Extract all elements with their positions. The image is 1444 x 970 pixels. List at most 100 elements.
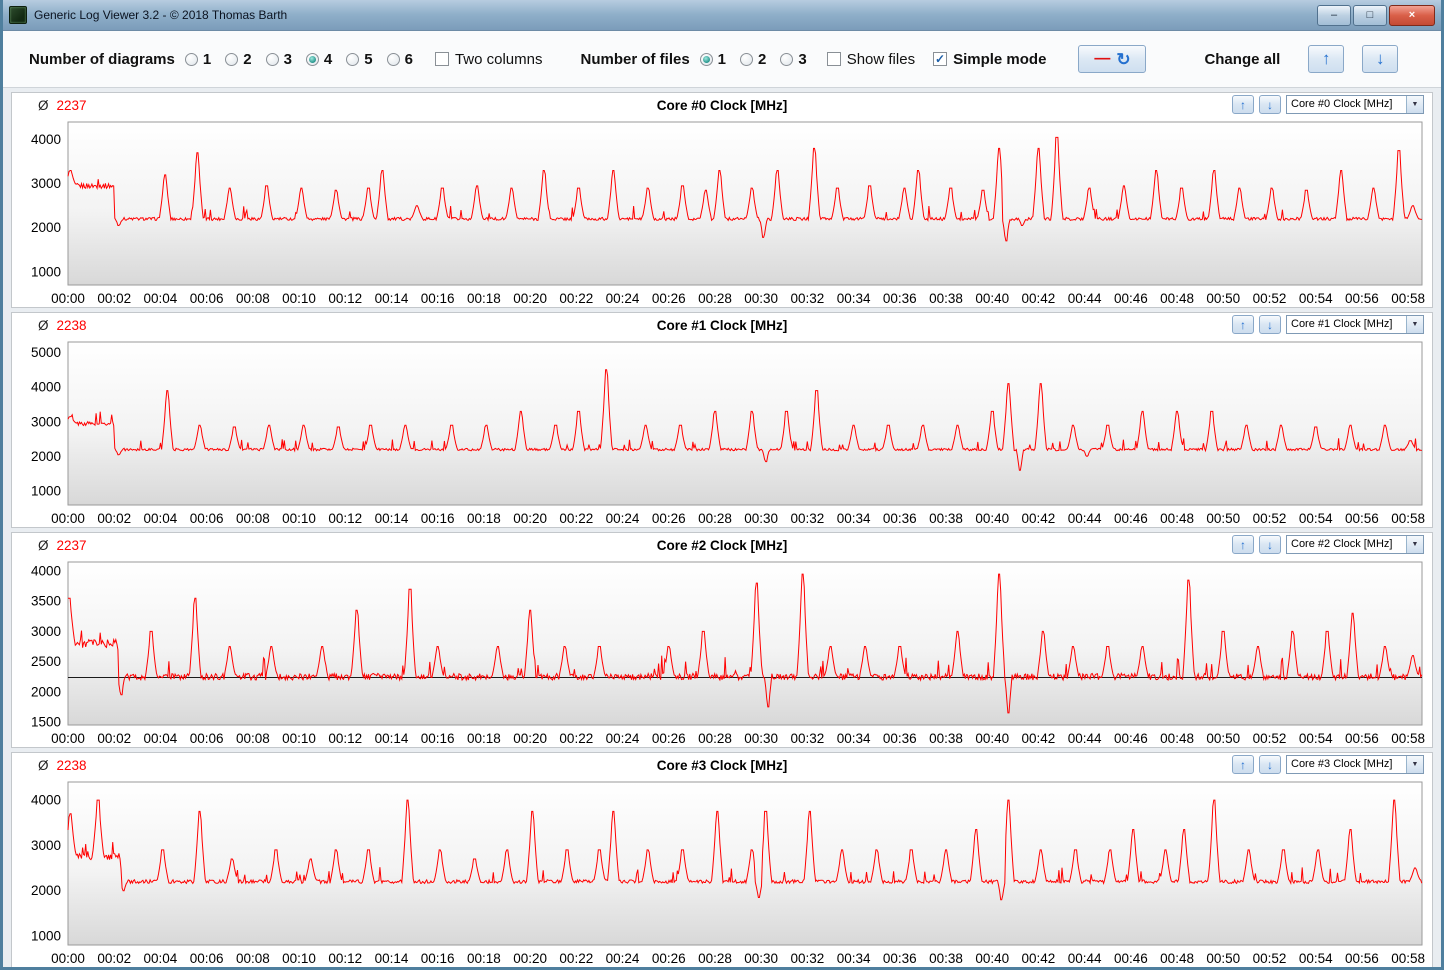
panel-header: Ø 2238 Core #1 Clock [MHz] ↑ ↓ Core #1 C…	[12, 313, 1432, 337]
svg-text:00:16: 00:16	[421, 951, 455, 966]
svg-text:4000: 4000	[31, 380, 61, 395]
radio-icon	[346, 52, 360, 66]
svg-text:00:50: 00:50	[1206, 951, 1240, 966]
signal-select[interactable]: Core #2 Clock [MHz] ▼	[1286, 535, 1424, 554]
change-all-up-button[interactable]: ↑	[1308, 45, 1345, 73]
svg-text:00:08: 00:08	[236, 951, 270, 966]
svg-text:00:54: 00:54	[1299, 291, 1333, 306]
svg-text:00:16: 00:16	[421, 511, 455, 526]
svg-text:00:00: 00:00	[51, 511, 85, 526]
up-arrow-icon: ↑	[1322, 49, 1331, 68]
down-arrow-icon: ↓	[1267, 97, 1273, 112]
maximize-icon: □	[1366, 8, 1374, 21]
svg-text:3000: 3000	[31, 624, 61, 639]
svg-text:00:04: 00:04	[144, 291, 178, 306]
svg-text:2000: 2000	[31, 684, 61, 699]
number-of-files-label: Number of files	[580, 50, 690, 68]
svg-text:00:58: 00:58	[1391, 291, 1425, 306]
svg-text:00:48: 00:48	[1160, 731, 1194, 746]
panel-move-up-button[interactable]: ↑	[1232, 95, 1254, 114]
svg-text:00:20: 00:20	[513, 731, 547, 746]
svg-text:00:18: 00:18	[467, 291, 501, 306]
average-symbol: Ø	[38, 537, 49, 553]
remove-refresh-button[interactable]: — ↻	[1078, 45, 1147, 73]
panel-move-up-button[interactable]: ↑	[1232, 315, 1254, 334]
svg-text:1000: 1000	[31, 484, 61, 499]
svg-text:00:10: 00:10	[282, 291, 316, 306]
average-symbol: Ø	[38, 757, 49, 773]
window-controls: – □ ×	[1317, 4, 1435, 26]
svg-text:00:52: 00:52	[1253, 731, 1287, 746]
svg-text:3000: 3000	[31, 176, 61, 191]
svg-text:00:04: 00:04	[144, 951, 178, 966]
svg-text:00:48: 00:48	[1160, 291, 1194, 306]
diagram-count-option-6[interactable]: 6	[386, 51, 413, 68]
show-files-checkbox[interactable]: ✓ Show files	[826, 51, 915, 68]
file-count-option-3[interactable]: 3	[780, 51, 807, 68]
svg-text:00:14: 00:14	[375, 731, 409, 746]
svg-text:00:06: 00:06	[190, 951, 224, 966]
svg-text:00:50: 00:50	[1206, 291, 1240, 306]
signal-select[interactable]: Core #3 Clock [MHz] ▼	[1286, 755, 1424, 774]
signal-select[interactable]: Core #1 Clock [MHz] ▼	[1286, 315, 1424, 334]
radio-icon	[225, 52, 239, 66]
panel-move-up-button[interactable]: ↑	[1232, 755, 1254, 774]
svg-text:00:38: 00:38	[929, 511, 963, 526]
svg-text:00:02: 00:02	[97, 731, 131, 746]
svg-text:00:54: 00:54	[1299, 511, 1333, 526]
panel-move-up-button[interactable]: ↑	[1232, 535, 1254, 554]
svg-text:00:30: 00:30	[744, 951, 778, 966]
svg-text:00:24: 00:24	[606, 731, 640, 746]
svg-text:00:32: 00:32	[790, 511, 824, 526]
close-button[interactable]: ×	[1389, 4, 1435, 26]
diagram-panel-core2: Ø 2237 Core #2 Clock [MHz] ↑ ↓ Core #2 C…	[11, 532, 1433, 748]
diagram-count-option-2[interactable]: 2	[225, 51, 252, 68]
svg-text:00:52: 00:52	[1253, 291, 1287, 306]
change-all-down-button[interactable]: ↓	[1362, 45, 1399, 73]
panel-title: Core #3 Clock [MHz]	[656, 757, 788, 773]
svg-text:00:40: 00:40	[975, 951, 1009, 966]
svg-text:00:50: 00:50	[1206, 511, 1240, 526]
svg-text:2000: 2000	[31, 220, 61, 235]
svg-text:00:12: 00:12	[328, 731, 362, 746]
maximize-button[interactable]: □	[1353, 4, 1387, 26]
down-arrow-icon: ↓	[1267, 317, 1273, 332]
radio-icon	[265, 52, 279, 66]
svg-text:1500: 1500	[31, 714, 61, 729]
svg-text:00:30: 00:30	[744, 511, 778, 526]
svg-text:00:28: 00:28	[698, 951, 732, 966]
file-count-option-1[interactable]: 1	[699, 51, 726, 68]
svg-text:00:24: 00:24	[606, 291, 640, 306]
up-arrow-icon: ↑	[1240, 537, 1246, 552]
radio-icon	[699, 52, 713, 66]
svg-text:00:06: 00:06	[190, 291, 224, 306]
svg-text:00:46: 00:46	[1114, 291, 1148, 306]
panel-header: Ø 2237 Core #2 Clock [MHz] ↑ ↓ Core #2 C…	[12, 533, 1432, 557]
file-count-option-2[interactable]: 2	[740, 51, 766, 68]
svg-text:00:44: 00:44	[1068, 291, 1102, 306]
radio-icon	[184, 52, 198, 66]
panel-move-down-button[interactable]: ↓	[1259, 315, 1281, 334]
svg-text:00:46: 00:46	[1114, 951, 1148, 966]
diagram-count-option-5[interactable]: 5	[346, 51, 373, 68]
checkbox-icon: ✓	[434, 52, 449, 66]
panel-controls: ↑ ↓ Core #0 Clock [MHz] ▼	[1232, 95, 1424, 114]
svg-text:00:42: 00:42	[1022, 731, 1056, 746]
panel-controls: ↑ ↓ Core #1 Clock [MHz] ▼	[1232, 315, 1424, 334]
svg-text:00:10: 00:10	[282, 951, 316, 966]
diagram-count-option-4[interactable]: 4	[305, 51, 332, 68]
svg-text:00:28: 00:28	[698, 291, 732, 306]
diagram-count-option-1[interactable]: 1	[184, 51, 211, 68]
svg-text:00:58: 00:58	[1391, 511, 1425, 526]
dropdown-arrow-icon: ▼	[1406, 316, 1423, 333]
two-columns-checkbox[interactable]: ✓ Two columns	[434, 51, 542, 68]
panel-move-down-button[interactable]: ↓	[1259, 755, 1281, 774]
minimize-button[interactable]: –	[1317, 4, 1351, 26]
signal-select[interactable]: Core #0 Clock [MHz] ▼	[1286, 95, 1424, 114]
checkbox-icon: ✓	[826, 52, 841, 66]
simple-mode-checkbox[interactable]: ✓ Simple mode	[933, 50, 1047, 68]
panel-move-down-button[interactable]: ↓	[1259, 95, 1281, 114]
svg-text:00:16: 00:16	[421, 731, 455, 746]
diagram-count-option-3[interactable]: 3	[265, 51, 292, 68]
panel-move-down-button[interactable]: ↓	[1259, 535, 1281, 554]
